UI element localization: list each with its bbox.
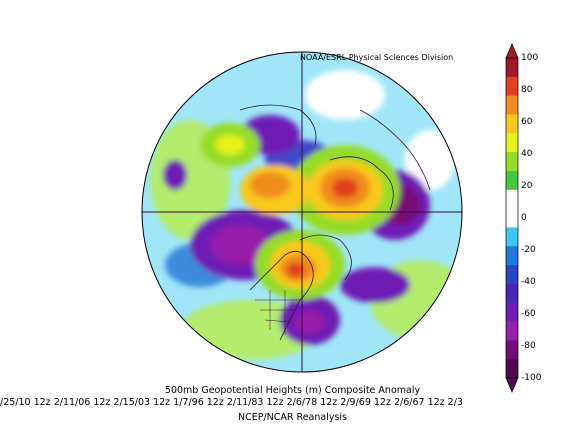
colorbar-segment bbox=[506, 208, 518, 228]
colorbar-tick-label: -80 bbox=[521, 341, 536, 351]
composite-dates: /25/10 12z 2/11/06 12z 2/15/03 12z 1/7/9… bbox=[0, 397, 463, 408]
credit-text: NOAA/ESRL Physical Sciences Division bbox=[300, 53, 454, 62]
alaska-ridge bbox=[215, 135, 245, 155]
colorbar-segment bbox=[506, 283, 518, 304]
colorbar-segment bbox=[506, 359, 518, 379]
map-boundary bbox=[141, 51, 463, 373]
data-source: NCEP/NCAR Reanalysis bbox=[237, 412, 347, 423]
north-atlantic-high-core bbox=[287, 263, 305, 277]
colorbar-segment bbox=[506, 133, 518, 153]
colorbar-segment bbox=[506, 114, 518, 134]
colorbar-top-arrow bbox=[505, 43, 519, 59]
colorbar-segment bbox=[506, 321, 518, 341]
colorbar-tick-label: 0 bbox=[521, 213, 527, 223]
asia-coast bbox=[239, 104, 317, 146]
europe-low bbox=[340, 267, 410, 303]
colorbar-tick-label: 80 bbox=[521, 85, 533, 95]
colorbar-tick-label: -40 bbox=[521, 277, 536, 287]
colorbar-tick-label: 100 bbox=[521, 53, 539, 63]
colorbar-segment bbox=[506, 170, 518, 191]
colorbar-segment bbox=[506, 340, 518, 360]
colorbar-tick-label: 40 bbox=[521, 149, 533, 159]
us-state-lines bbox=[255, 299, 300, 323]
us-state-lines-v bbox=[269, 290, 286, 335]
colorbar-segment bbox=[506, 265, 518, 285]
greenland-coast bbox=[299, 234, 352, 281]
north-america-coast bbox=[249, 250, 314, 341]
pacific-high-core bbox=[250, 172, 290, 198]
neutral-zone-north bbox=[305, 70, 385, 120]
eastern-us-low-core bbox=[295, 310, 325, 334]
north-pacific-low-core bbox=[210, 225, 270, 265]
europe-coast bbox=[329, 156, 394, 211]
colorbar-segment bbox=[506, 152, 518, 172]
arctic-high-core bbox=[332, 178, 358, 198]
map-title: 500mb Geopotential Heights (m) Composite… bbox=[164, 385, 421, 396]
coastlines bbox=[239, 104, 431, 341]
colorbar-segment bbox=[506, 58, 518, 78]
colorbar-segment bbox=[506, 189, 518, 209]
colorbar-bottom-arrow bbox=[505, 377, 519, 393]
colorbar-segment bbox=[506, 95, 518, 115]
colorbar-segment bbox=[506, 246, 518, 266]
colorbar-tick-label: 60 bbox=[521, 117, 533, 127]
colorbar bbox=[505, 57, 519, 379]
far-west-low bbox=[163, 160, 187, 190]
colorbar-tick-label: -100 bbox=[521, 373, 542, 383]
eurasia-coast bbox=[359, 109, 431, 191]
colorbar-tick-label: 20 bbox=[521, 181, 533, 191]
colorbar-segment bbox=[506, 76, 518, 96]
colorbar-tick-label: -20 bbox=[521, 245, 536, 255]
colorbar-tick-label: -60 bbox=[521, 309, 536, 319]
neutral-zone-east bbox=[405, 130, 455, 190]
borders bbox=[255, 290, 300, 335]
colorbar-segment bbox=[506, 302, 518, 322]
colorbar-segment bbox=[506, 227, 518, 247]
